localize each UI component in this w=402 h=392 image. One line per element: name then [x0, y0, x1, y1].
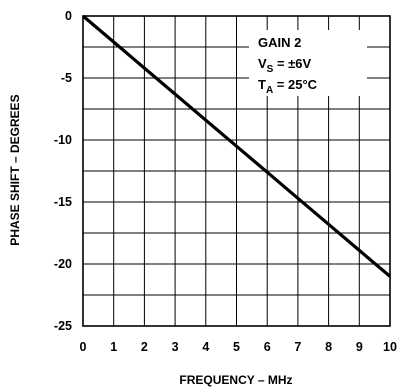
- y-tick-label: 0: [65, 9, 72, 23]
- plot-frame: [82, 15, 391, 327]
- x-tick-label: 4: [202, 340, 209, 354]
- x-tick-label: 2: [141, 340, 148, 354]
- x-tick-label: 8: [325, 340, 332, 354]
- x-tick-label: 10: [383, 340, 397, 354]
- y-tick-label: -20: [54, 257, 72, 271]
- x-tick-label: 6: [264, 340, 271, 354]
- x-axis-ticks: 0 1 2 3 4 5 6 7 8 9 10: [80, 340, 397, 354]
- x-tick-label: 1: [110, 340, 117, 354]
- y-axis-ticks: 0 -5 -10 -15 -20 -25: [54, 9, 72, 333]
- annotation-supply-voltage: VS = ±6V: [258, 56, 312, 75]
- annotation-ambient-temperature: TA = 25°C: [258, 77, 318, 96]
- x-tick-label: 5: [233, 340, 240, 354]
- x-tick-label: 0: [80, 340, 87, 354]
- y-tick-label: -25: [54, 319, 72, 333]
- series-line: [81, 14, 392, 278]
- annotation-gain: GAIN 2: [258, 35, 301, 50]
- y-tick-label: -5: [61, 71, 72, 85]
- y-tick-label: -15: [54, 195, 72, 209]
- x-tick-label: 9: [356, 340, 363, 354]
- x-tick-label: 3: [172, 340, 179, 354]
- x-axis-title: FREQUENCY – MHz: [179, 373, 292, 387]
- annotation-box: GAIN 2 VS = ±6V TA = 25°C: [249, 30, 367, 96]
- y-axis-title: PHASE SHIFT – DEGREES: [8, 94, 22, 245]
- y-tick-label: -10: [54, 133, 72, 147]
- x-tick-label: 7: [294, 340, 301, 354]
